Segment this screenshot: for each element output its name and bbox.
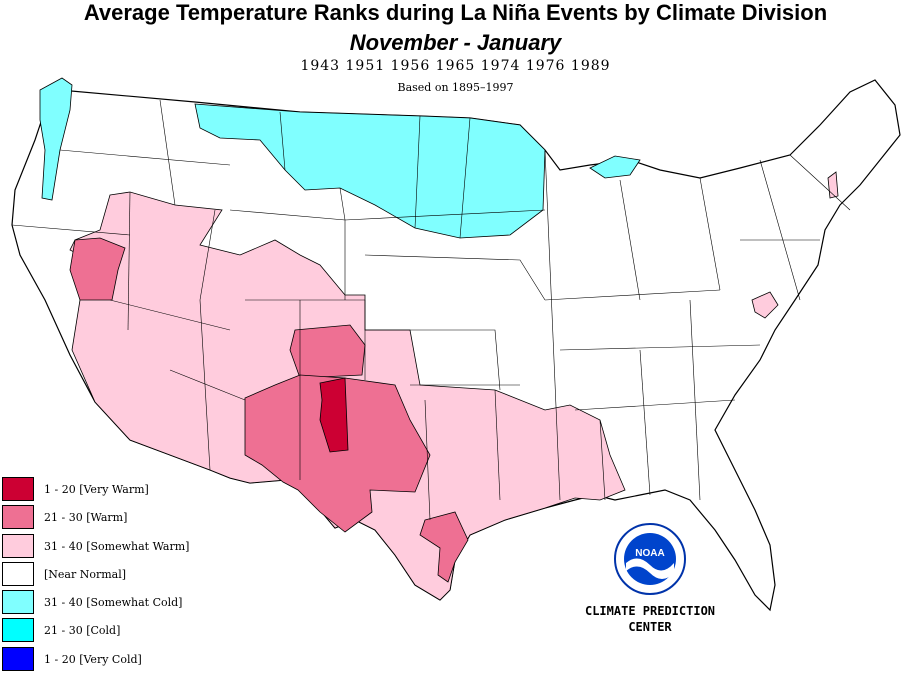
legend-label: 31 - 40 [Somewhat Warm] (44, 539, 190, 553)
region-somewhat-cold-mi (589, 155, 641, 179)
legend-item: 1 - 20 [Very Warm] (2, 475, 242, 503)
noaa-logo-icon: NOAA (614, 523, 686, 595)
map-subtitle: November - January (349, 30, 562, 55)
legend-item: 21 - 30 [Warm] (2, 503, 242, 531)
region-warm-nm-tx (244, 374, 431, 533)
region-somewhat-cold-wa (39, 77, 73, 201)
region-warm-se-tx (419, 511, 469, 583)
legend: 1 - 20 [Very Warm] 21 - 30 [Warm] 31 - 40 … (2, 475, 242, 673)
legend-item: [Near Normal] (2, 560, 242, 588)
region-very-warm-nm (319, 377, 349, 453)
legend-item: 31 - 40 [Somewhat Warm] (2, 532, 242, 560)
event-years: 1943 1951 1956 1965 1974 1976 1989 (300, 58, 611, 74)
cpc-line-1: CLIMATE PREDICTION (584, 604, 716, 618)
legend-swatch (2, 646, 34, 671)
legend-item: 21 - 30 [Cold] (2, 616, 242, 644)
legend-label: [Near Normal] (44, 567, 127, 581)
legend-label: 21 - 30 [Cold] (44, 624, 121, 638)
legend-item: 31 - 40 [Somewhat Cold] (2, 588, 242, 616)
cpc-label: CLIMATE PREDICTION CENTER (560, 603, 740, 635)
noaa-logo-text: NOAA (635, 548, 664, 559)
region-somewhat-cold (194, 103, 546, 239)
legend-swatch (2, 590, 34, 615)
region-somewhat-warm-wv (751, 291, 779, 319)
region-warm-co (289, 324, 366, 379)
base-period: Based on 1895–1997 (397, 81, 514, 94)
region-warm-nv (69, 237, 126, 301)
legend-swatch (2, 477, 34, 501)
map-title: Average Temperature Ranks during La Niña… (83, 0, 828, 25)
legend-label: 1 - 20 [Very Cold] (44, 652, 142, 666)
legend-swatch (2, 561, 34, 586)
legend-label: 1 - 20 [Very Warm] (44, 483, 149, 496)
division-lines (11, 99, 851, 521)
legend-swatch (2, 533, 34, 558)
legend-label: 31 - 40 [Somewhat Cold] (44, 596, 183, 610)
legend-swatch (2, 618, 34, 643)
legend-label: 21 - 30 [Warm] (44, 511, 128, 525)
legend-swatch (2, 505, 34, 530)
cpc-line-2: CENTER (628, 620, 672, 634)
legend-item: 1 - 20 [Very Cold] (2, 645, 242, 673)
